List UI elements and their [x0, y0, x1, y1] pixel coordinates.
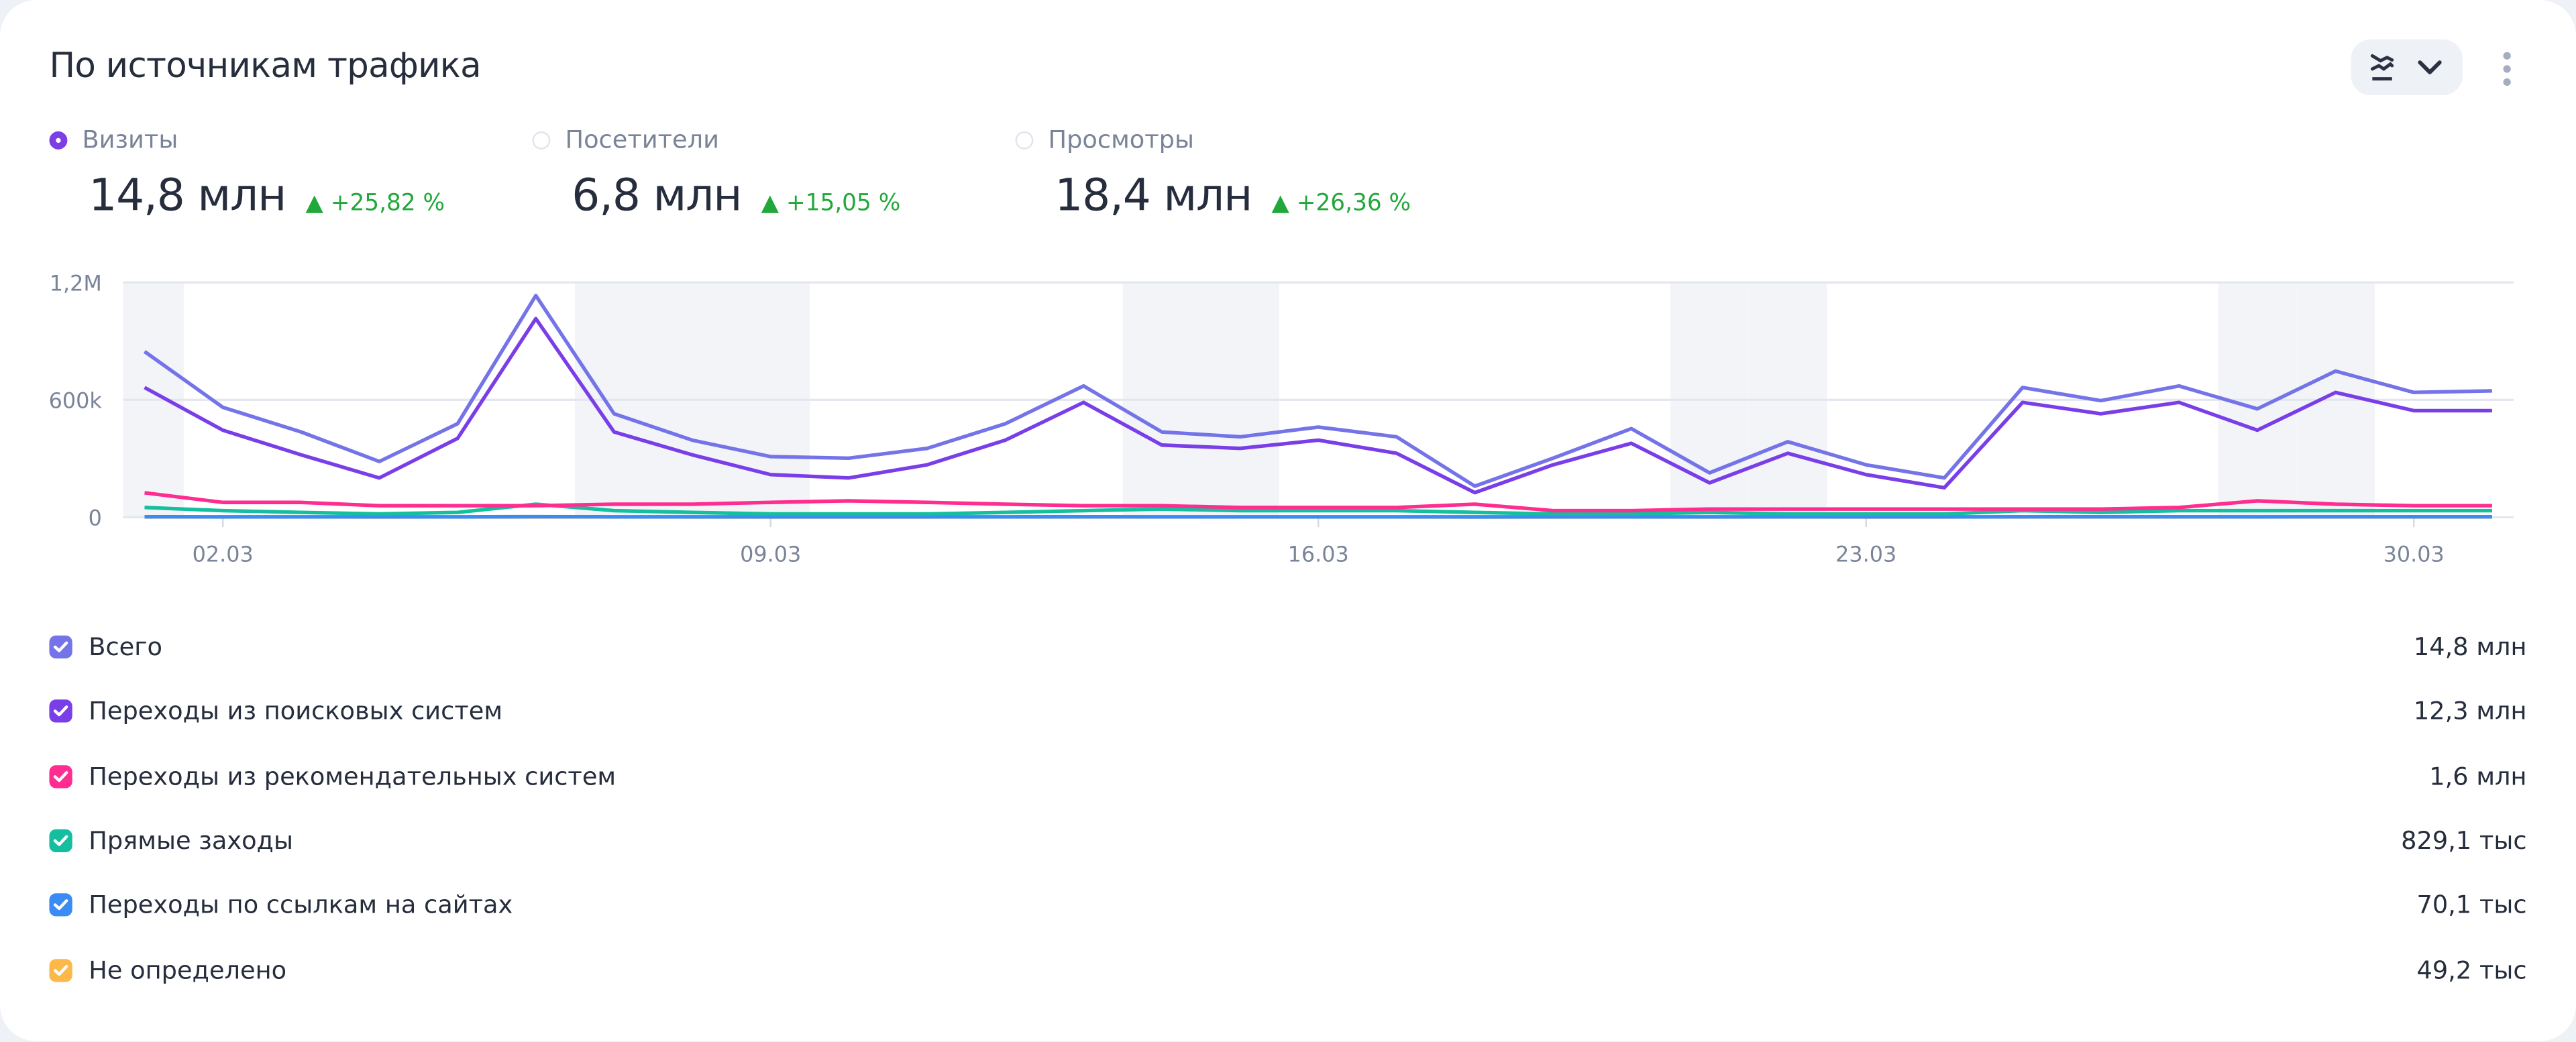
- legend-label: Переходы из рекомендательных систем: [89, 761, 616, 791]
- checkbox-checked-icon[interactable]: [49, 764, 72, 788]
- legend-item[interactable]: Прямые заходы 829,1 тыс: [49, 817, 2527, 864]
- metric-label: Просмотры: [1048, 125, 1195, 155]
- radio-visitors[interactable]: [532, 130, 551, 149]
- y-tick-label: 1,2M: [50, 270, 102, 296]
- legend-item[interactable]: Переходы из поисковых систем 12,3 млн: [49, 689, 2527, 735]
- x-tick-label: 02.03: [193, 542, 254, 567]
- metric-visits[interactable]: Визиты 14,8 млн ▲ +25,82 %: [49, 125, 445, 222]
- legend-item[interactable]: Переходы по ссылкам на сайтах 70,1 тыс: [49, 882, 2527, 929]
- series-line: [144, 491, 2492, 513]
- legend-value: 12,3 млн: [2413, 697, 2527, 727]
- checkbox-checked-icon[interactable]: [49, 700, 72, 723]
- chevron-down-icon: [2418, 60, 2442, 74]
- metric-change: ▲ +25,82 %: [305, 190, 445, 217]
- chart-lines-icon: [2370, 54, 2394, 81]
- legend-value: 829,1 тыс: [2401, 825, 2527, 856]
- legend-value: 49,2 тыс: [2416, 955, 2527, 985]
- legend-label: Всего: [89, 632, 163, 662]
- radio-pageviews[interactable]: [1015, 130, 1034, 149]
- legend-item[interactable]: Переходы из рекомендательных систем 1,6 м…: [49, 753, 2527, 799]
- checkbox-checked-icon[interactable]: [49, 829, 72, 852]
- x-tick-label: 30.03: [2383, 542, 2445, 567]
- legend-item[interactable]: Не определено 49,2 тыс: [49, 947, 2527, 993]
- metric-label: Посетители: [565, 125, 720, 155]
- metric-pageviews[interactable]: Просмотры 18,4 млн ▲ +26,36 %: [1015, 125, 1411, 222]
- series-line: [144, 316, 2492, 495]
- metric-visitors[interactable]: Посетители 6,8 млн ▲ +15,05 %: [532, 125, 901, 222]
- y-tick-label: 0: [89, 506, 102, 531]
- metric-label: Визиты: [82, 125, 178, 155]
- widget-title: По источникам трафика: [49, 46, 481, 86]
- legend-item[interactable]: Всего 14,8 млн: [49, 624, 2527, 671]
- metric-value: 6,8 млн: [572, 170, 742, 222]
- legend-value: 1,6 млн: [2429, 761, 2527, 791]
- metric-change: ▲ +15,05 %: [761, 190, 901, 217]
- radio-visits[interactable]: [49, 130, 68, 149]
- metric-change: ▲ +26,36 %: [1271, 190, 1411, 217]
- metric-value: 14,8 млн: [89, 170, 286, 222]
- traffic-line-chart[interactable]: 0 600k 1,2M 02.03 09.03 16.03 23.03 30.03: [0, 246, 2576, 591]
- legend-label: Переходы из поисковых систем: [89, 697, 503, 727]
- x-tick-label: 23.03: [1835, 542, 1896, 567]
- legend-value: 70,1 тыс: [2416, 890, 2527, 920]
- series-line: [143, 294, 2492, 488]
- checkbox-checked-icon[interactable]: [49, 958, 72, 982]
- checkbox-checked-icon[interactable]: [49, 893, 72, 917]
- chart-type-dropdown[interactable]: [2351, 39, 2463, 96]
- legend-label: Прямые заходы: [89, 825, 293, 856]
- legend-label: Переходы по ссылкам на сайтах: [89, 890, 513, 920]
- checkbox-checked-icon[interactable]: [49, 635, 72, 659]
- x-tick-label: 09.03: [740, 542, 801, 567]
- y-tick-label: 600k: [49, 388, 103, 414]
- more-vertical-icon[interactable]: [2491, 46, 2524, 93]
- legend-value: 14,8 млн: [2413, 632, 2527, 662]
- legend-label: Не определено: [89, 955, 287, 985]
- x-tick-label: 16.03: [1288, 542, 1349, 567]
- metric-value: 18,4 млн: [1055, 170, 1252, 222]
